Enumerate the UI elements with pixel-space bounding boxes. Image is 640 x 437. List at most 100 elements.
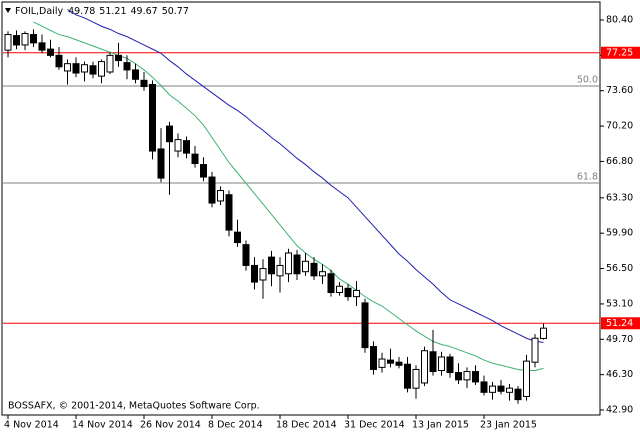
candle-body	[4, 34, 12, 51]
header-icon	[5, 8, 11, 13]
candle-body	[480, 381, 488, 393]
candle-body	[421, 350, 428, 384]
candle-body	[412, 368, 420, 389]
candle-body	[21, 33, 29, 46]
candle-body	[506, 387, 513, 393]
candle-body	[115, 54, 122, 62]
x-tick-label: 8 Dec 2014	[208, 420, 263, 431]
candle-body	[531, 337, 539, 363]
candle-body	[242, 244, 250, 266]
level-tag-label: 77.25	[606, 47, 633, 58]
fibo-label: 50.0	[577, 75, 598, 86]
candle-body	[387, 359, 394, 364]
y-tick-label: 63.30	[606, 192, 633, 203]
footer: BOSSAFX, © 2001-2014, MetaQuotes Softwar…	[8, 401, 260, 412]
candle-body	[72, 63, 80, 74]
level-tag	[601, 46, 640, 59]
open-value: 49.78	[68, 6, 95, 17]
candle-body	[174, 139, 182, 152]
candle-body	[234, 231, 241, 244]
candle-body	[106, 54, 114, 73]
x-tick-label: 14 Nov 2014	[72, 420, 133, 431]
candle-body	[378, 358, 386, 368]
candle-body	[446, 356, 454, 374]
x-tick-label: 4 Nov 2014	[4, 420, 59, 431]
y-tick-label: 66.80	[606, 156, 633, 167]
x-tick-label: 31 Dec 2014	[344, 420, 405, 431]
candle-body	[302, 260, 309, 273]
high-value: 51.21	[99, 6, 126, 17]
x-tick-label: 23 Jan 2015	[480, 420, 537, 431]
candle-body	[438, 356, 445, 371]
candle-body	[259, 268, 267, 281]
candle-body	[285, 252, 292, 275]
level-tag-label: 51.24	[606, 318, 633, 329]
x-tick-label: 26 Nov 2014	[140, 420, 201, 431]
candle-body	[497, 385, 505, 392]
y-tick-label: 73.60	[606, 85, 633, 96]
candle-body	[149, 83, 156, 152]
candle-body	[140, 79, 148, 88]
candle-body	[276, 264, 284, 277]
candle-body	[319, 271, 326, 277]
candle-body	[361, 302, 369, 349]
candle-body	[13, 35, 20, 46]
candle-body	[166, 125, 173, 143]
plot-frame	[1, 1, 601, 416]
level-tag	[601, 317, 640, 330]
candle-body	[183, 140, 190, 154]
candle-body	[200, 164, 207, 178]
candle-body	[353, 289, 360, 298]
candle-body	[472, 371, 479, 383]
candle-body	[293, 254, 301, 275]
symbol: FOIL,Daily	[15, 6, 63, 17]
candle-body	[38, 42, 46, 51]
candle-body	[336, 285, 343, 293]
candle-body	[310, 262, 318, 277]
candle-body	[89, 65, 97, 75]
candle-body	[191, 153, 199, 165]
candle-body	[455, 372, 462, 381]
candle-body	[98, 61, 105, 77]
y-tick-label: 70.20	[606, 121, 633, 132]
candle-body	[157, 148, 165, 179]
y-tick-label: 53.10	[606, 298, 633, 309]
candle-body	[523, 360, 530, 397]
close-value: 50.77	[162, 6, 189, 17]
y-tick-label: 59.90	[606, 228, 633, 239]
candle-body	[514, 388, 522, 401]
candle-body	[395, 361, 403, 366]
candle-body	[370, 346, 377, 370]
candle-body	[251, 264, 258, 283]
candle-body	[55, 54, 63, 68]
y-tick-label: 56.50	[606, 263, 633, 274]
candle-body	[463, 371, 471, 381]
x-tick-label: 13 Jan 2015	[412, 420, 469, 431]
candle-body	[404, 363, 411, 389]
candle-body	[123, 62, 131, 71]
candle-body	[327, 273, 335, 293]
candle-body	[540, 327, 547, 339]
candle-body	[217, 190, 224, 202]
candle-body	[30, 34, 37, 44]
candle-body	[429, 351, 437, 373]
low-value: 49.67	[131, 6, 158, 17]
candle-body	[47, 48, 54, 56]
candle-body	[132, 69, 139, 80]
moving-average	[67, 9, 544, 343]
candle-body	[268, 256, 275, 275]
y-tick-label: 46.30	[606, 369, 633, 380]
x-tick-label: 18 Dec 2014	[276, 420, 337, 431]
chart-header: FOIL,Daily 49.78 51.21 49.67 50.77	[15, 6, 189, 17]
candle-body	[489, 385, 496, 393]
fibo-label: 61.8	[577, 171, 598, 182]
candle-body	[81, 64, 88, 73]
candle-body	[208, 176, 216, 204]
y-tick-label: 80.40	[606, 14, 633, 25]
y-tick-label: 49.70	[606, 334, 633, 345]
candle-body	[225, 194, 233, 231]
candle-body	[64, 63, 71, 72]
candle-body	[344, 287, 352, 298]
y-tick-label: 42.90	[606, 405, 633, 416]
